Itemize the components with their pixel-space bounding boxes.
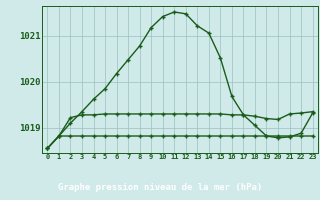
Text: Graphe pression niveau de la mer (hPa): Graphe pression niveau de la mer (hPa) — [58, 183, 262, 192]
